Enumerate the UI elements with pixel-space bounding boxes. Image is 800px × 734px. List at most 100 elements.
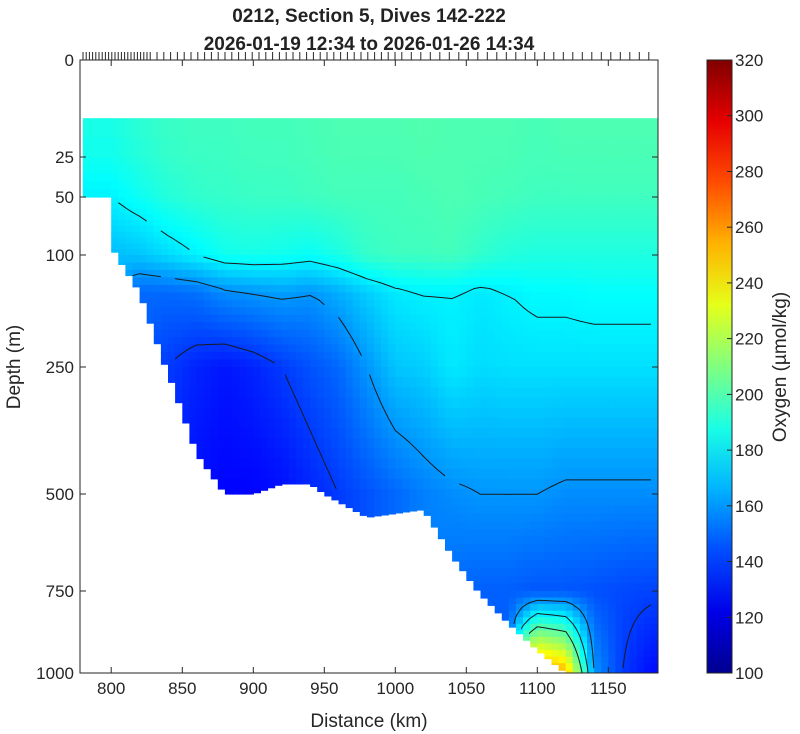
x-axis-label: Distance (km) bbox=[310, 711, 427, 732]
oxygen-cell bbox=[146, 208, 155, 215]
oxygen-cell bbox=[210, 189, 219, 198]
oxygen-cell bbox=[558, 173, 567, 182]
oxygen-cell bbox=[551, 292, 560, 301]
oxygen-cell bbox=[239, 189, 247, 198]
oxygen-cell bbox=[466, 237, 474, 244]
oxygen-cell bbox=[622, 397, 631, 409]
oxygen-cell bbox=[395, 255, 403, 264]
oxygen-cell bbox=[274, 208, 283, 215]
oxygen-cell bbox=[508, 189, 517, 198]
oxygen-cell bbox=[246, 181, 254, 190]
oxygen-cell bbox=[587, 567, 595, 577]
oxygen-cell bbox=[459, 387, 467, 399]
oxygen-cell bbox=[253, 189, 261, 198]
oxygen-cell bbox=[459, 243, 467, 250]
oxygen-cell bbox=[224, 214, 233, 221]
oxygen-cell bbox=[459, 352, 467, 361]
oxygen-cell bbox=[601, 468, 609, 480]
oxygen-cell bbox=[650, 575, 658, 584]
oxygen-cell bbox=[338, 397, 347, 409]
oxygen-cell bbox=[253, 448, 261, 460]
oxygen-cell bbox=[615, 237, 624, 244]
oxygen-cell bbox=[551, 359, 560, 368]
oxygen-cell bbox=[267, 377, 276, 388]
oxygen-cell bbox=[310, 208, 318, 215]
oxygen-cell bbox=[622, 387, 631, 399]
oxygen-cell bbox=[409, 214, 418, 221]
oxygen-cell bbox=[523, 552, 531, 561]
oxygen-cell bbox=[239, 377, 247, 388]
oxygen-cell bbox=[232, 458, 240, 470]
oxygen-cell bbox=[487, 377, 496, 388]
oxygen-cell bbox=[409, 165, 418, 174]
oxygen-cell bbox=[601, 262, 609, 271]
oxygen-cell bbox=[537, 262, 545, 271]
oxygen-cell bbox=[359, 255, 368, 264]
oxygen-cell bbox=[572, 337, 581, 346]
oxygen-cell bbox=[352, 292, 361, 301]
oxygen-cell bbox=[565, 344, 574, 353]
oxygen-cell bbox=[565, 623, 574, 631]
oxygen-cell bbox=[473, 243, 482, 250]
oxygen-cell bbox=[423, 377, 432, 388]
oxygen-cell bbox=[487, 173, 496, 182]
oxygen-cell bbox=[587, 352, 595, 361]
oxygen-cell bbox=[139, 208, 148, 215]
oxygen-cell bbox=[615, 478, 624, 490]
oxygen-cell bbox=[409, 173, 418, 182]
oxygen-cell bbox=[587, 544, 595, 553]
oxygen-cell bbox=[132, 165, 141, 174]
oxygen-cell bbox=[459, 505, 467, 514]
oxygen-cell bbox=[182, 220, 190, 227]
oxygen-cell bbox=[288, 468, 297, 480]
oxygen-cell bbox=[608, 575, 616, 584]
oxygen-cell bbox=[359, 197, 368, 204]
oxygen-cell bbox=[182, 189, 190, 198]
oxygen-cell bbox=[359, 189, 368, 198]
oxygen-cell bbox=[146, 299, 155, 308]
oxygen-cell bbox=[579, 505, 588, 514]
oxygen-cell bbox=[430, 448, 439, 460]
oxygen-cell bbox=[601, 344, 609, 353]
oxygen-cell bbox=[232, 226, 240, 233]
x-tick-label: 950 bbox=[310, 679, 338, 698]
oxygen-cell bbox=[544, 337, 553, 346]
oxygen-cell bbox=[359, 417, 368, 429]
oxygen-cell bbox=[643, 307, 652, 316]
oxygen-cell bbox=[516, 497, 524, 507]
oxygen-cell bbox=[118, 231, 126, 239]
oxygen-cell bbox=[182, 197, 190, 204]
oxygen-cell bbox=[473, 428, 482, 439]
oxygen-cell bbox=[473, 359, 482, 368]
oxygen-cell bbox=[615, 544, 624, 553]
oxygen-cell bbox=[650, 231, 658, 239]
oxygen-cell bbox=[338, 407, 347, 419]
oxygen-cell bbox=[217, 314, 226, 323]
oxygen-cell bbox=[402, 299, 411, 308]
oxygen-cell bbox=[388, 367, 396, 378]
oxygen-cell bbox=[629, 663, 638, 671]
oxygen-cell bbox=[224, 468, 233, 480]
oxygen-cell bbox=[579, 407, 588, 419]
oxygen-cell bbox=[608, 367, 616, 378]
oxygen-cell bbox=[430, 243, 439, 250]
oxygen-cell bbox=[565, 231, 574, 239]
oxygen-cell bbox=[615, 202, 624, 210]
oxygen-cell bbox=[594, 552, 602, 561]
oxygen-cell bbox=[295, 255, 304, 264]
oxygen-cell bbox=[629, 329, 638, 338]
oxygen-cell bbox=[288, 197, 297, 204]
oxygen-cell bbox=[508, 610, 517, 618]
oxygen-cell bbox=[217, 208, 226, 215]
oxygen-cell bbox=[210, 352, 219, 361]
oxygen-cell bbox=[572, 292, 581, 301]
oxygen-cell bbox=[345, 344, 354, 353]
oxygen-cell bbox=[608, 255, 616, 264]
oxygen-cell bbox=[636, 214, 645, 221]
oxygen-cell bbox=[636, 197, 645, 204]
oxygen-cell bbox=[260, 231, 269, 239]
oxygen-cell bbox=[210, 397, 219, 409]
oxygen-cell bbox=[452, 458, 460, 470]
oxygen-cell bbox=[622, 314, 631, 323]
oxygen-cell bbox=[523, 322, 531, 331]
